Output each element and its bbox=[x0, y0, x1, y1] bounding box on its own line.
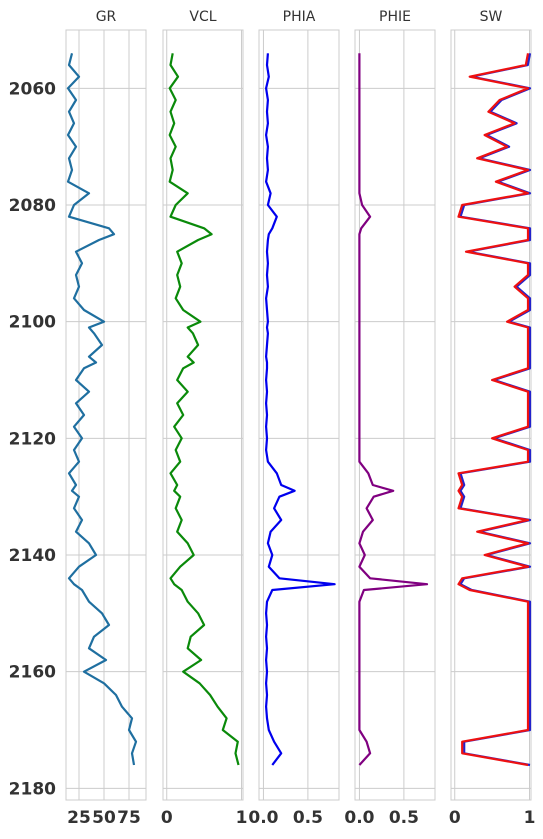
track-phie-x-tick-label: 0.0 bbox=[344, 808, 374, 828]
y-tick-label: 2160 bbox=[9, 663, 56, 683]
track-gr-x-tick-label: 25 bbox=[67, 808, 91, 828]
track-gr-title: GR bbox=[96, 9, 117, 25]
track-sw-frame bbox=[450, 29, 532, 801]
track-vcl-x-tick-label: 0 bbox=[161, 808, 173, 828]
track-vcl-curve bbox=[168, 53, 240, 766]
track-phia-x-tick-label: 0.0 bbox=[248, 808, 278, 828]
track-vcl-x-tick-label: 1 bbox=[236, 808, 248, 828]
track-phia-curve bbox=[265, 53, 336, 766]
y-tick-label: 2060 bbox=[9, 79, 56, 99]
track-sw-title: SW bbox=[480, 9, 503, 25]
y-tick-label: 2180 bbox=[9, 779, 56, 799]
track-gr-x-tick-label: 75 bbox=[117, 808, 141, 828]
y-tick-label: 2080 bbox=[9, 196, 56, 216]
track-sw-curve bbox=[457, 53, 530, 767]
track-phia-frame bbox=[258, 29, 340, 801]
track-phie-x-tick-label: 0.5 bbox=[389, 808, 419, 828]
track-phia-title: PHIA bbox=[283, 9, 316, 25]
y-tick-label: 2140 bbox=[9, 546, 56, 566]
track-phie-frame bbox=[354, 29, 436, 801]
track-vcl-title: VCL bbox=[189, 9, 216, 25]
track-phie-title: PHIE bbox=[379, 9, 411, 25]
track-gr-curve bbox=[66, 53, 138, 766]
track-phie-curve bbox=[358, 53, 429, 766]
track-sw-x-tick-label: 1 bbox=[524, 808, 536, 828]
y-tick-label: 2120 bbox=[9, 429, 56, 449]
track-sw-x-tick-label: 0 bbox=[449, 808, 461, 828]
y-tick-label: 2100 bbox=[9, 313, 56, 333]
track-gr-x-tick-label: 50 bbox=[92, 808, 116, 828]
track-phia-x-tick-label: 0.5 bbox=[293, 808, 323, 828]
